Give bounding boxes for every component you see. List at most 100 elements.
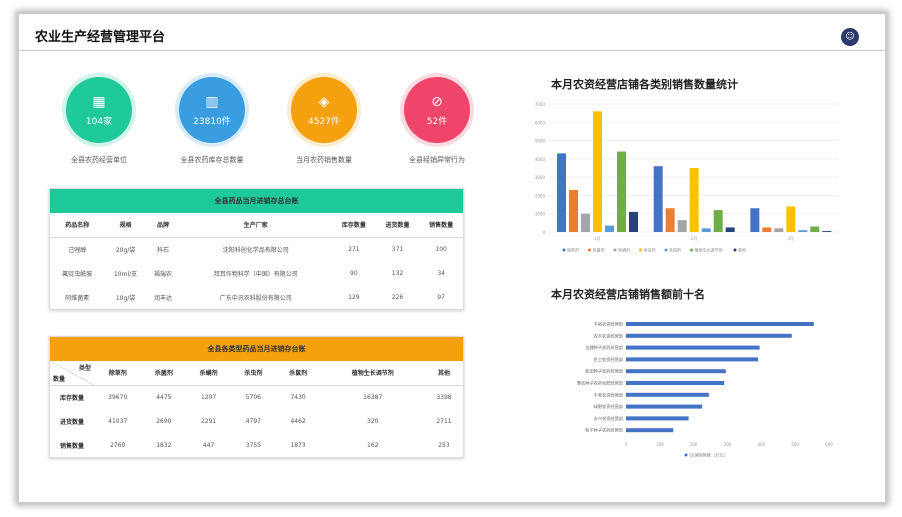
row-label: 库存数量 — [59, 394, 84, 402]
column-header: 品牌 — [146, 213, 180, 238]
y-tick-label: 1000 — [535, 212, 546, 217]
package-icon: ◈ — [318, 93, 330, 110]
y-tick-label: 金穗种子农药经营部 — [585, 344, 623, 351]
table-cell: 253 — [438, 441, 450, 449]
legend-label: 杀虫剂 — [644, 247, 656, 253]
x-tick-label: 1月 — [594, 236, 601, 241]
bar — [725, 227, 735, 232]
table-cell: 7430 — [290, 393, 306, 401]
x-tick-label: 600 — [825, 442, 833, 447]
stat-circle: ◈ 4527件 — [291, 77, 357, 143]
y-tick-label: 永兴农资经营部 — [594, 415, 623, 422]
table-row: 销售数量 2760 1832 447 3755 1873 162 253 — [50, 433, 463, 457]
y-tick-label: 丰收农资经营部 — [594, 391, 623, 398]
table-cell: 2690 — [156, 417, 172, 425]
avatar[interactable]: ☺ — [841, 28, 859, 46]
column-header: 杀螨剂 — [186, 361, 231, 386]
bar — [626, 381, 725, 385]
column-header: 杀菌剂 — [141, 361, 187, 386]
stat-value: 104家 — [85, 116, 113, 127]
page-title: 农业生产经营管理平台 — [35, 30, 166, 45]
x-tick-label: 300 — [724, 442, 732, 447]
stat-circle: ⊘ 52件 — [404, 77, 470, 143]
bar — [798, 230, 808, 232]
table-cell: 阿维菌素 — [65, 294, 90, 302]
legend-label: 其他 — [738, 247, 746, 253]
table-cell: 447 — [202, 441, 215, 449]
table-cell: 1207 — [200, 393, 217, 401]
bar — [822, 231, 832, 232]
top10-sales-chart: 丰裕农资经营部农丰农资经营部金穗种子农药经营部民工农资经营部新田种子农药经营部惠… — [577, 321, 833, 459]
table-cell: 34 — [437, 269, 445, 277]
stat-label: 全县农药经营单位 — [71, 156, 127, 164]
table-cell: 20g/袋 — [115, 246, 136, 254]
column-header: 杀鼠剂 — [275, 361, 321, 386]
y-tick-label: 5000 — [535, 139, 546, 144]
bar — [689, 168, 699, 232]
y-tick-label: 民工农资经营部 — [594, 356, 623, 363]
y-tick-label: 2000 — [535, 193, 546, 198]
stat-card[interactable]: ▥ 23810件 全县农药库存总数量 — [162, 77, 262, 165]
table-cell: 氟啶虫酰胺 — [62, 270, 93, 278]
bar — [701, 228, 711, 232]
row-label: 进货数量 — [59, 418, 84, 426]
table-cell: 4462 — [290, 417, 306, 425]
table-cell: 100 — [435, 245, 447, 253]
y-tick-label: 4000 — [535, 157, 546, 162]
legend-marker — [684, 453, 688, 457]
bar-chart-icon: ▥ — [205, 93, 219, 110]
bar — [626, 345, 760, 350]
y-tick-label: 0 — [542, 230, 545, 235]
column-header: 生产厂家 — [179, 213, 333, 238]
table-cell: 10g/袋 — [115, 294, 136, 302]
legend-label: 植物生长调节剂 — [695, 247, 723, 253]
table-cell: 3398 — [436, 393, 452, 401]
x-tick-label: 500 — [791, 442, 799, 447]
table-cell: 371 — [391, 245, 404, 253]
column-header: 库存数量 — [332, 213, 376, 238]
column-header: 进货数量 — [375, 213, 420, 238]
column-header: 植物生长调节剂 — [320, 361, 425, 386]
column-header: 销售数量 — [419, 213, 463, 238]
stat-value: 52件 — [426, 116, 448, 127]
table-cell: 132 — [391, 269, 404, 277]
table-cell: 沈阳科创化学品有限公司 — [222, 246, 289, 254]
table-cell: 97 — [437, 293, 445, 301]
stat-card[interactable]: ⊘ 52件全县经销异常行为 — [387, 77, 487, 165]
stat-card[interactable]: ▦ 104家 全县农药经营单位 — [49, 77, 149, 165]
corner-top: 类型 — [78, 365, 91, 372]
legend-marker — [690, 248, 693, 252]
stat-circle: ▥ 23810件 — [179, 77, 245, 143]
table-cell: 润丰达 — [153, 294, 172, 302]
row-label: 销售数量 — [59, 442, 84, 450]
bar — [774, 228, 784, 232]
stat-card[interactable]: ◈ 4527件当月农药销售数量 — [274, 77, 374, 165]
table-cell: 3755 — [245, 441, 261, 449]
bar — [626, 404, 703, 409]
table-cell: 90 — [350, 269, 358, 277]
stat-label: 全县经销异常行为 — [409, 156, 465, 164]
bar — [713, 210, 723, 232]
bar — [626, 369, 726, 374]
category-table: 全县各类型药品当月进销存台账 类型 数量 除草剂 杀菌剂 杀螨剂 杀虫剂 杀鼠剂 植物生长调节… — [49, 336, 464, 458]
table-row: 库存数量 39670 4475 1207 5706 7430 16387 3398 — [50, 385, 463, 409]
forbidden-icon: ⊘ — [431, 93, 443, 110]
corner-header: 类型 数量 — [50, 361, 94, 386]
x-tick-label: 200 — [690, 442, 698, 447]
y-tick-label: 7000 — [535, 102, 546, 107]
inventory-table: 全县药品当月进销存总台账 药品名称 规格 品牌 生产厂家 库存数量 进货数量 销售数量 己唑醇… — [49, 188, 464, 310]
y-tick-label: 绿野农资经营部 — [594, 403, 623, 410]
table-cell: 2760 — [110, 441, 126, 449]
table-row: 阿维菌素 10g/袋 润丰达 广东中讯农科股份有限公司 129 226 97 — [50, 285, 463, 309]
bar — [750, 208, 760, 232]
column-header: 杀虫剂 — [230, 361, 276, 386]
table-cell: 5706 — [245, 393, 261, 401]
table-row: 进货数量 41037 2690 2291 4797 4462 320 2711 — [50, 409, 463, 433]
stat-label: 当月农药销售数量 — [296, 156, 352, 164]
bar — [810, 226, 820, 232]
stat-value: 23810件 — [193, 116, 231, 127]
table-cell: 320 — [367, 417, 379, 425]
table-cell: 己唑醇 — [68, 246, 87, 254]
table-cell: 41037 — [108, 417, 128, 425]
